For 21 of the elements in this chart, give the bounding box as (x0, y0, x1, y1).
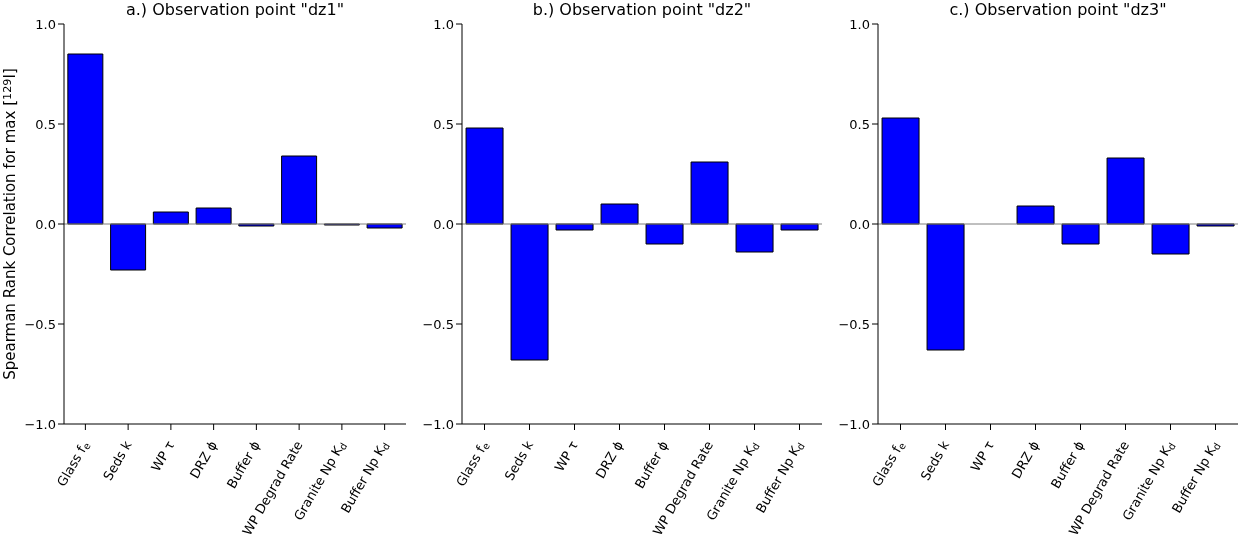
y-tick-label: 0.0 (849, 216, 870, 232)
y-tick-label: 0.0 (35, 216, 56, 232)
y-tick-label: −1.0 (24, 416, 56, 432)
x-tick-label: WP τ (148, 438, 178, 475)
y-tick-label: −1.0 (838, 416, 870, 432)
y-tick-label: 0.0 (433, 216, 454, 232)
y-tick-label: 1.0 (433, 16, 454, 32)
y-tick-label: −0.5 (422, 316, 454, 332)
y-tick-label: 0.5 (849, 116, 870, 132)
y-tick-label: 0.5 (433, 116, 454, 132)
y-tick-label: 0.5 (35, 116, 56, 132)
x-tick-label: WP τ (967, 438, 998, 475)
x-tick-label: WP τ (551, 438, 582, 475)
y-tick-label: −1.0 (422, 416, 454, 432)
y-tick-label: 1.0 (849, 16, 870, 32)
y-tick-label: 1.0 (35, 16, 56, 32)
chart-title: c.) Observation point "dz3" (948, 0, 1168, 20)
chart-title: a.) Observation point "dz1" (124, 0, 346, 20)
y-tick-label: −0.5 (24, 316, 56, 332)
y-tick-label: −0.5 (838, 316, 870, 332)
chart-title: b.) Observation point "dz2" (531, 0, 753, 20)
